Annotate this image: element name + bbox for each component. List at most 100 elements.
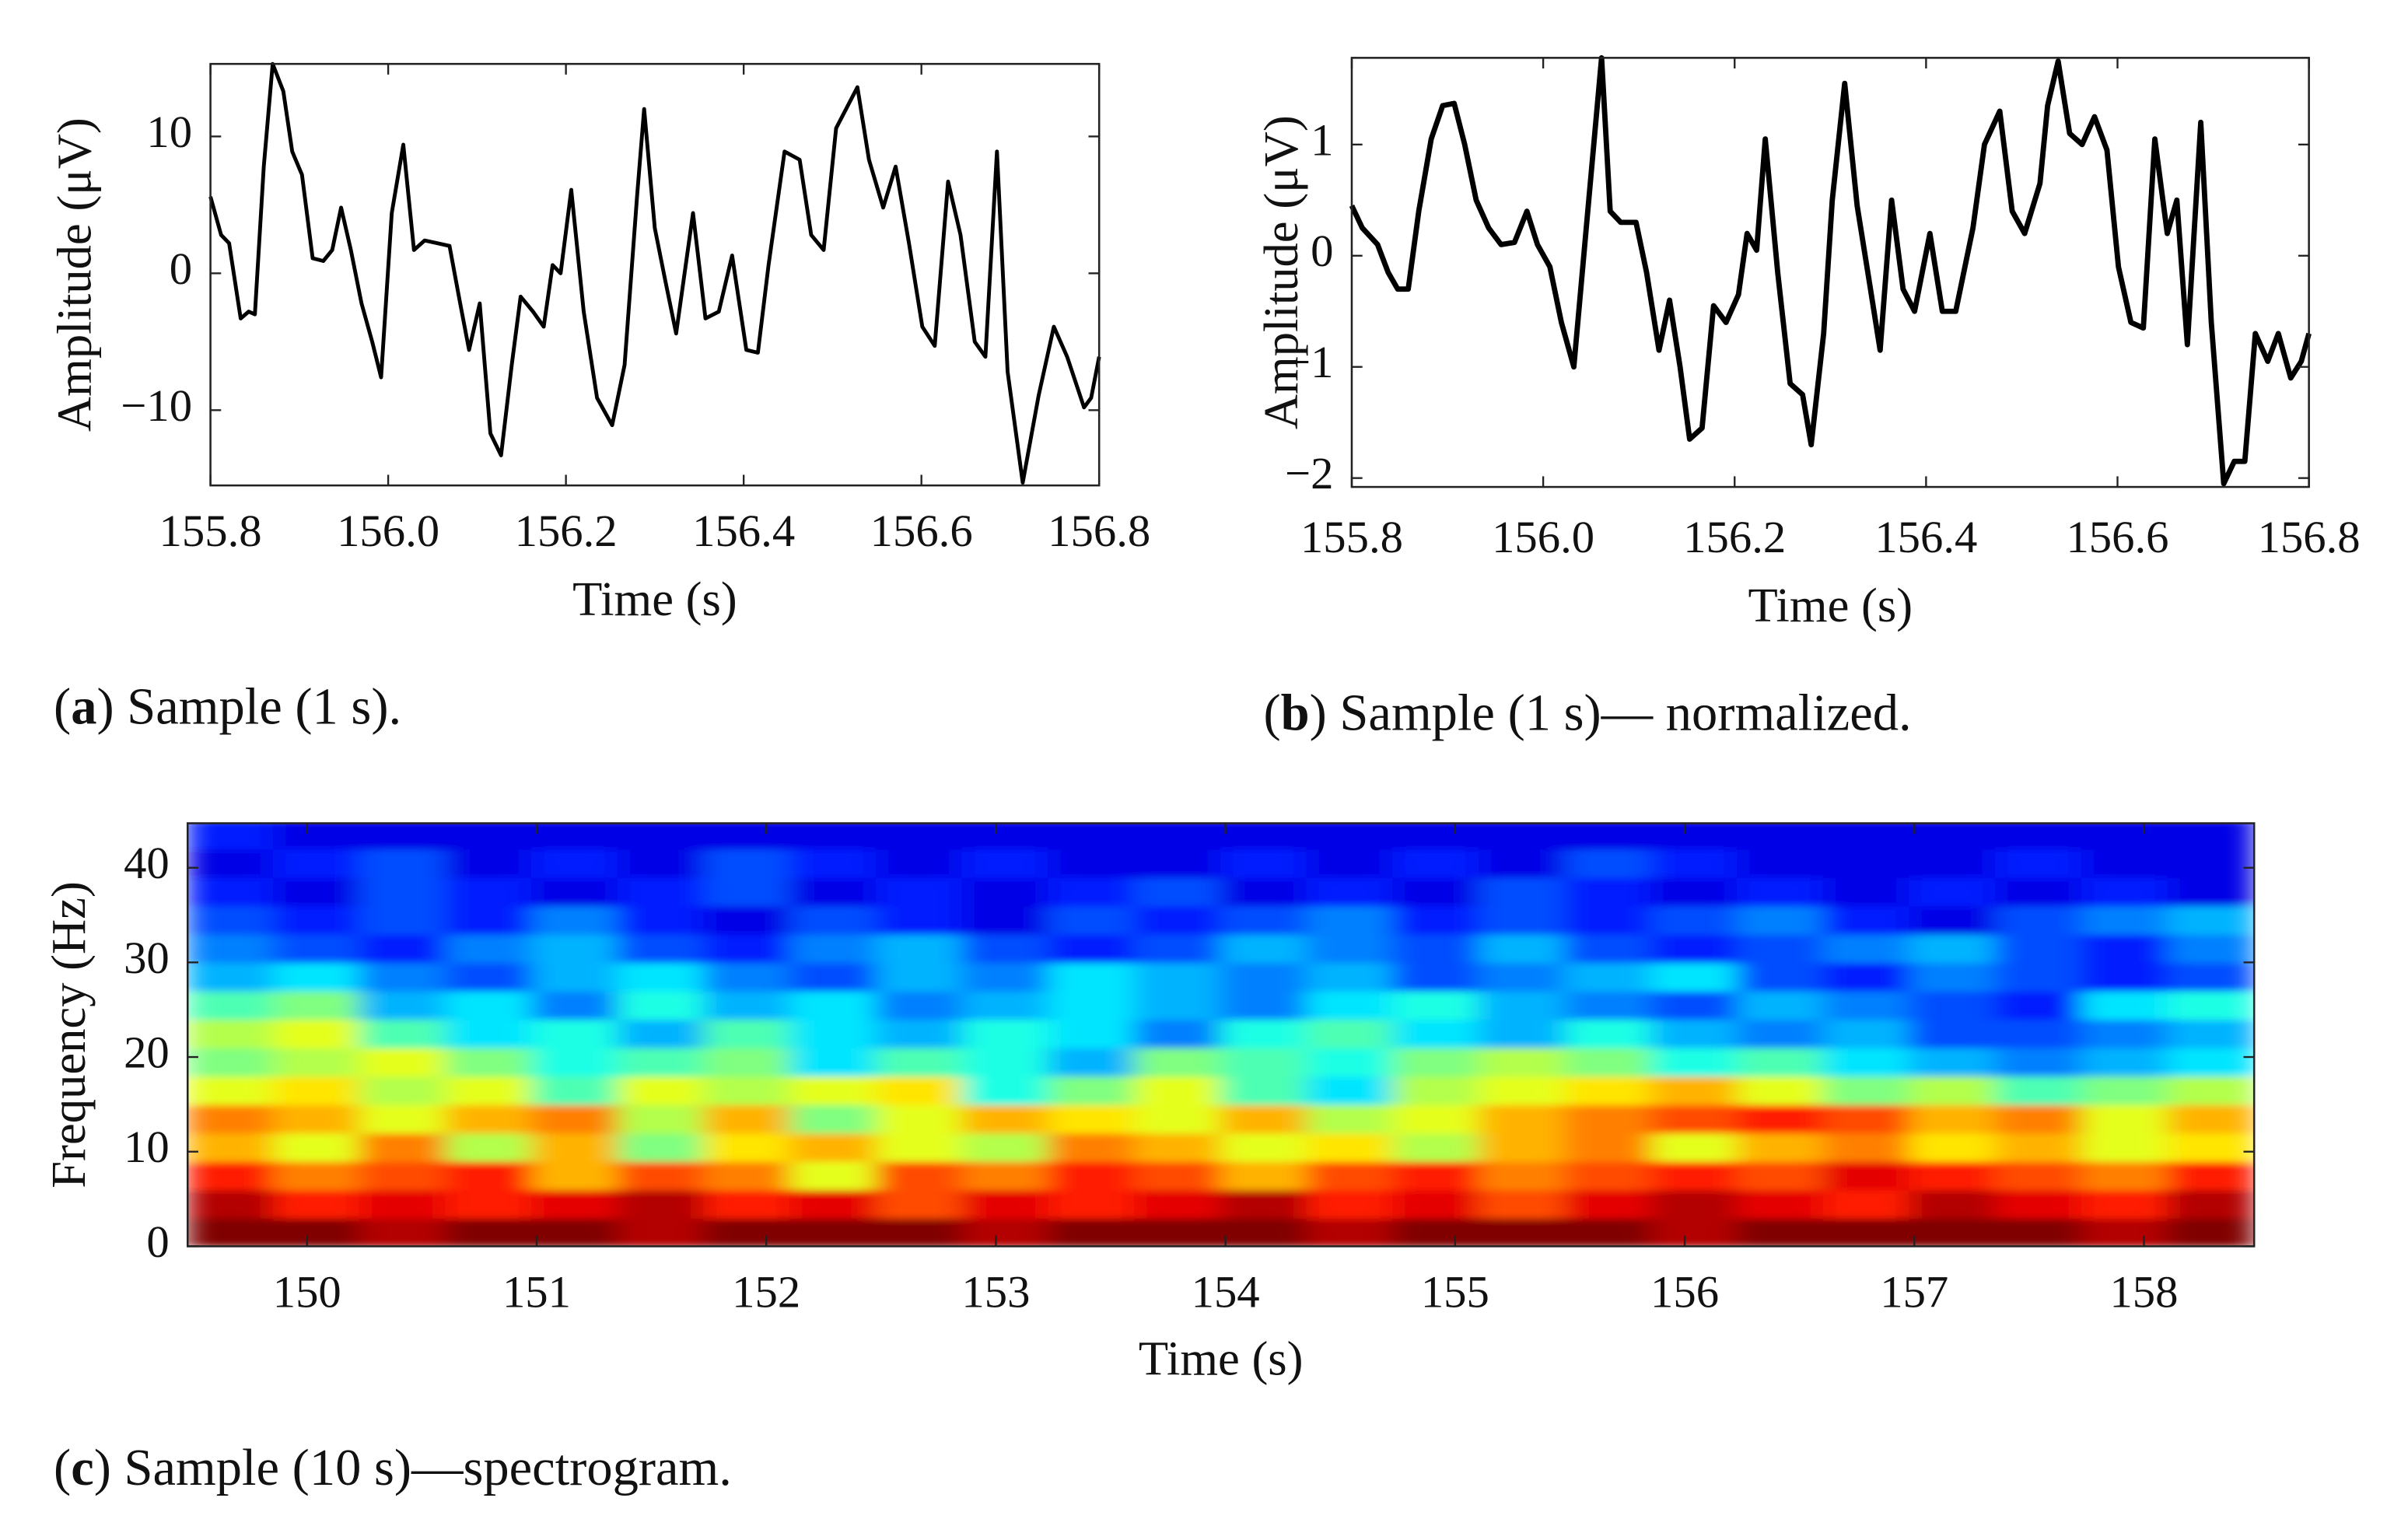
cell (1650, 905, 1738, 935)
cell (875, 848, 964, 878)
cell (187, 933, 275, 964)
y-tick-label: 20 (124, 1027, 170, 1077)
cell (445, 961, 534, 992)
cell (1392, 1018, 1480, 1048)
cell (1822, 1075, 1911, 1105)
cell (445, 1216, 534, 1247)
cell (359, 876, 447, 907)
cell (1478, 1132, 1566, 1162)
cell (1736, 1046, 1825, 1077)
cell (1306, 1075, 1395, 1105)
x-tick-label: 156.2 (515, 506, 618, 556)
spectrogram (187, 823, 2255, 1247)
cell (875, 933, 964, 964)
cell (531, 876, 619, 907)
cell (961, 989, 1050, 1020)
cell (445, 848, 534, 878)
cell (703, 823, 792, 850)
cell (1220, 905, 1308, 935)
cell (789, 1075, 877, 1105)
cell (789, 905, 877, 935)
cell (1995, 823, 2083, 850)
x-tick-label: 152 (732, 1266, 800, 1317)
cell (1650, 1160, 1738, 1191)
cell (1995, 1160, 2083, 1191)
caption-part: ( (1264, 685, 1281, 742)
cell (1564, 848, 1653, 878)
cell (2081, 1132, 2169, 1162)
cell (1822, 1216, 1911, 1247)
cell (272, 1132, 361, 1162)
cell (2167, 1018, 2255, 1048)
cell (1134, 1103, 1222, 1134)
cell (1392, 823, 1480, 850)
cell (1392, 1160, 1480, 1191)
cell (1478, 961, 1566, 992)
cell (1909, 989, 1997, 1020)
cell (875, 1188, 964, 1219)
cell (617, 1160, 705, 1191)
cell (187, 1046, 275, 1077)
cell (1564, 961, 1653, 992)
cell (359, 1160, 447, 1191)
cell (272, 1160, 361, 1191)
cell (1736, 1075, 1825, 1105)
cell (1134, 1160, 1222, 1191)
cell (1048, 1160, 1136, 1191)
axes-frame (209, 62, 1101, 487)
cell (1048, 823, 1136, 850)
cell (531, 1075, 619, 1105)
cell (359, 905, 447, 935)
cell (2167, 1188, 2255, 1219)
cell (1048, 1216, 1136, 1247)
cell (359, 1216, 447, 1247)
cell (875, 823, 964, 850)
cell (1220, 1046, 1308, 1077)
cell (1306, 823, 1395, 850)
cell (1822, 876, 1911, 907)
cell (187, 1188, 275, 1219)
cell (2167, 823, 2255, 850)
cell (359, 1188, 447, 1219)
x-tick-label: 156.8 (1048, 506, 1150, 556)
cell (1306, 1103, 1395, 1134)
cell (359, 961, 447, 992)
cell (703, 1160, 792, 1191)
cell (1392, 933, 1480, 964)
cell (1736, 933, 1825, 964)
cell (703, 848, 792, 878)
cell (445, 823, 534, 850)
cell (2081, 1018, 2169, 1048)
cell (1048, 848, 1136, 878)
y-tick-label: 0 (146, 1216, 169, 1267)
cell (2081, 1075, 2169, 1105)
cell (1478, 905, 1566, 935)
cell (531, 1103, 619, 1134)
cell (1995, 848, 2083, 878)
cell (2081, 989, 2169, 1020)
cell (1048, 905, 1136, 935)
cell (2167, 1075, 2255, 1105)
cell (1478, 1046, 1566, 1077)
cell (1736, 1103, 1825, 1134)
cell (961, 905, 1050, 935)
cell (1220, 1188, 1308, 1219)
cell (1650, 933, 1738, 964)
cell (1306, 1188, 1395, 1219)
cell (1478, 1075, 1566, 1105)
cell (1392, 876, 1480, 907)
cell (1995, 1018, 2083, 1048)
cell (1822, 1188, 1911, 1219)
x-tick-label: 150 (273, 1266, 341, 1317)
cell (617, 933, 705, 964)
cell (1306, 1018, 1395, 1048)
cell (531, 905, 619, 935)
y-tick-label: −1 (1285, 337, 1333, 387)
cell (1306, 1132, 1395, 1162)
cell (1220, 989, 1308, 1020)
cell (961, 961, 1050, 992)
cell (1478, 876, 1566, 907)
cell (1650, 989, 1738, 1020)
cell (1909, 933, 1997, 964)
cell (1306, 876, 1395, 907)
